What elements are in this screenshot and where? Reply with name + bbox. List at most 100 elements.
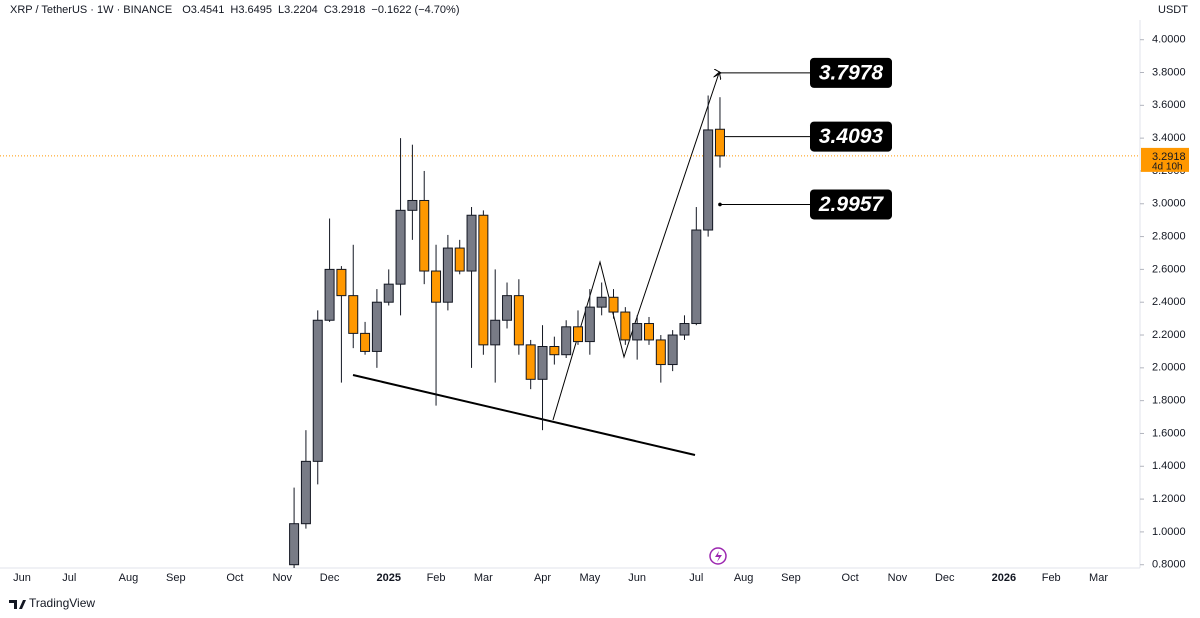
- x-tick-label: Feb: [427, 572, 446, 584]
- ohlc-value: 3.4541: [191, 4, 225, 16]
- ohlc-label: L: [278, 4, 284, 16]
- header: XRP / TetherUS · 1W · BINANCE O 3.4541 H 3.…: [10, 4, 460, 16]
- candle-body: [632, 323, 643, 341]
- candle-body: [490, 319, 501, 346]
- last-price-label: 3.2918: [1152, 151, 1186, 163]
- candle-body: [679, 323, 690, 336]
- price-box: [810, 57, 892, 88]
- candle-body: [442, 247, 453, 303]
- last-price-tag: [1141, 147, 1189, 172]
- x-tick-label: Apr: [534, 572, 551, 584]
- y-tick-label: 3.4000: [1152, 132, 1186, 144]
- price-box-label: 3.7978: [819, 61, 884, 84]
- y-tick-label: 3.6000: [1152, 99, 1186, 111]
- candle-body: [561, 326, 572, 356]
- price-box: [810, 121, 892, 152]
- candle-body: [608, 296, 619, 313]
- y-tick-label: 1.8000: [1152, 395, 1186, 407]
- x-tick-label: Jun: [628, 572, 646, 584]
- candle-body: [525, 344, 536, 380]
- x-tick-label: Jul: [62, 572, 76, 584]
- event-icon-bolt: [715, 551, 722, 562]
- x-tick-label: Jun: [13, 572, 31, 584]
- candle-body: [371, 301, 382, 352]
- candle-body: [667, 334, 678, 366]
- candle-body: [431, 270, 442, 303]
- x-tick-label: Mar: [474, 572, 493, 584]
- candle-body: [395, 209, 406, 285]
- y-tick-label: 4.0000: [1152, 34, 1186, 46]
- currency: USDT: [1158, 4, 1188, 16]
- ohlc-label: C: [324, 4, 332, 16]
- ohlc-label: O: [182, 4, 191, 16]
- candle-body: [300, 460, 311, 525]
- x-tick-label: Mar: [1089, 572, 1108, 584]
- candle-body: [643, 323, 654, 341]
- candle-body: [502, 295, 513, 321]
- candle-body: [549, 346, 560, 356]
- y-tick-label: 2.2000: [1152, 329, 1186, 341]
- x-tick-label: Dec: [935, 572, 955, 584]
- candle-body: [478, 214, 489, 346]
- candle-body: [312, 319, 323, 462]
- trendline: [352, 374, 696, 456]
- x-tick-label: Aug: [119, 572, 139, 584]
- candle-body: [714, 128, 725, 157]
- price-level-dot: [718, 202, 722, 207]
- change: −0.1622 (−4.70%): [371, 4, 459, 16]
- y-tick-label: 1.0000: [1152, 526, 1186, 538]
- candle-body: [691, 229, 702, 325]
- ohlc-value: 3.2204: [284, 4, 318, 16]
- candle-body: [584, 306, 595, 343]
- zigzag: [552, 73, 719, 421]
- symbol: XRP / TetherUS · 1W · BINANCE: [10, 4, 172, 16]
- countdown: 4d 10h: [1152, 162, 1183, 173]
- x-tick-label: 2025: [376, 572, 400, 584]
- candle-body: [324, 268, 335, 321]
- x-tick-label: Jul: [689, 572, 703, 584]
- candle-body: [407, 199, 418, 211]
- y-tick-label: 1.4000: [1152, 460, 1186, 472]
- candle-body: [513, 295, 524, 346]
- price-box-label: 3.4093: [819, 125, 884, 148]
- y-tick-label: 2.4000: [1152, 296, 1186, 308]
- x-tick-label: 2026: [992, 572, 1016, 584]
- ohlc-value: 3.6495: [238, 4, 272, 16]
- y-tick-label: 2.8000: [1152, 230, 1186, 242]
- candle-body: [655, 339, 666, 366]
- candle-body: [454, 247, 465, 272]
- y-tick-label: 2.6000: [1152, 263, 1186, 275]
- event-icon[interactable]: [709, 547, 727, 565]
- candle-body: [596, 296, 607, 308]
- x-tick-label: Sep: [166, 572, 186, 584]
- x-tick-label: Dec: [320, 572, 340, 584]
- y-tick-label: 2.0000: [1152, 362, 1186, 374]
- x-tick-label: Feb: [1042, 572, 1061, 584]
- candle-body: [348, 295, 359, 334]
- x-tick-label: Oct: [842, 572, 859, 584]
- x-tick-label: Aug: [734, 572, 754, 584]
- candle-body: [383, 283, 394, 303]
- logo: TradingView: [9, 596, 95, 610]
- ohlc-label: H: [230, 4, 238, 16]
- x-tick-label: Nov: [888, 572, 908, 584]
- y-tick-label: 0.8000: [1152, 559, 1186, 571]
- candle-body: [360, 332, 371, 352]
- candle-body: [703, 129, 714, 231]
- y-tick-label: 3.0000: [1152, 198, 1186, 210]
- drawings: [352, 73, 719, 456]
- candle-body: [336, 268, 347, 297]
- candle-body: [537, 346, 548, 380]
- footer: TradingView: [29, 596, 95, 610]
- ohlc-value: 3.2918: [332, 4, 366, 16]
- x-tick-label: Nov: [272, 572, 292, 584]
- y-tick-label: 1.6000: [1152, 427, 1186, 439]
- candle-body: [573, 326, 584, 343]
- candle-body: [620, 311, 631, 341]
- candle-body: [419, 199, 430, 272]
- y-tick-label: 3.8000: [1152, 66, 1186, 78]
- x-tick-label: Sep: [781, 572, 801, 584]
- candle-body: [289, 523, 300, 566]
